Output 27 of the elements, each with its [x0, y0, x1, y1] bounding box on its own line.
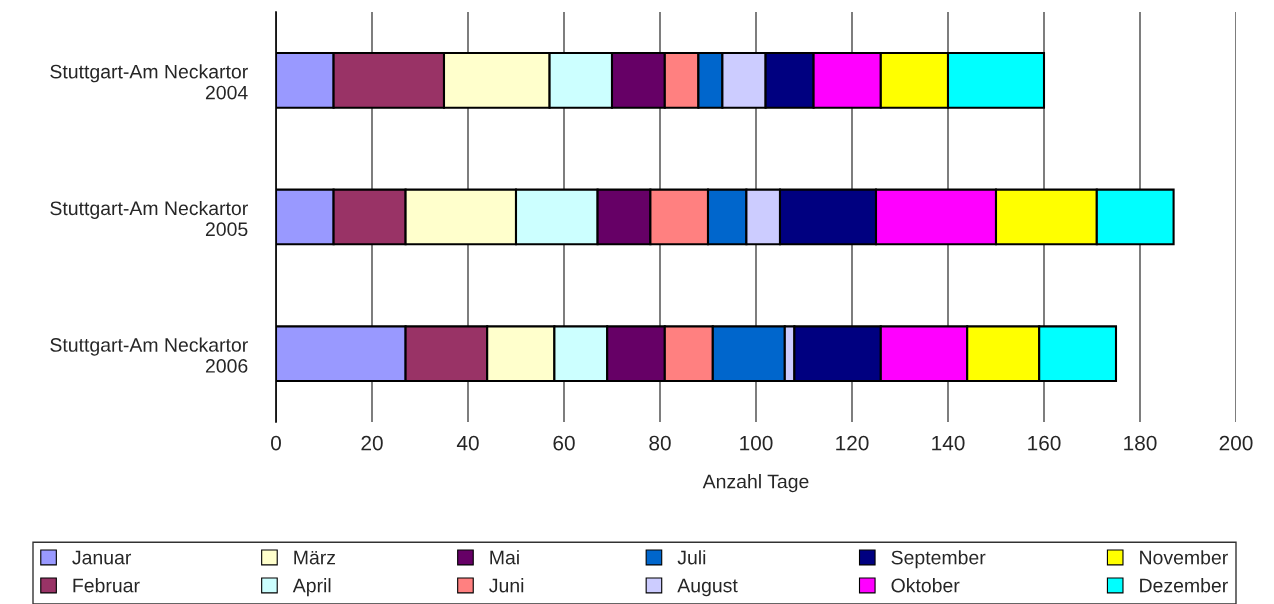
x-tick-label: 100 — [740, 435, 773, 451]
x-tick-label: 180 — [1124, 435, 1157, 451]
x-tick-label: 0 — [271, 435, 281, 451]
x-tick-label: 60 — [553, 435, 575, 451]
x-tick-label: 200 — [1219, 435, 1253, 451]
legend-label: Januar — [72, 550, 132, 565]
y-tick-label: Stuttgart-Am Neckartor 2004 — [50, 64, 248, 100]
legend-label: September — [891, 550, 986, 569]
legend-label: Februar — [73, 578, 140, 593]
x-tick-label: 40 — [456, 435, 479, 451]
x-tick-label: 20 — [361, 435, 383, 451]
x-tick-label: 140 — [932, 435, 965, 451]
y-tick-label: Stuttgart-Am Neckartor 2006 — [50, 337, 248, 373]
y-tick-label: Stuttgart-Am Neckartor 2005 — [50, 200, 248, 237]
legend-label: August — [677, 578, 738, 597]
legend-label: April — [292, 578, 331, 597]
legend-label: Oktober — [891, 578, 960, 593]
legend-label: November — [1140, 550, 1228, 565]
x-tick-label: 120 — [836, 435, 869, 451]
legend-label: Juli — [677, 550, 706, 565]
legend-label: Dezember — [1140, 578, 1228, 593]
x-axis-title: Anzahl Tage — [702, 474, 809, 493]
x-tick-label: 160 — [1028, 435, 1061, 451]
legend-label: März — [294, 550, 336, 565]
legend-label: Mai — [490, 550, 519, 565]
legend-label: Juni — [489, 578, 524, 593]
x-tick-label: 80 — [649, 435, 671, 451]
